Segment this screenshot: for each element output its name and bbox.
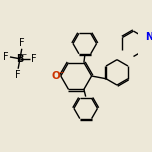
- Text: −: −: [59, 70, 65, 76]
- Text: F: F: [19, 38, 25, 48]
- Text: B: B: [16, 54, 24, 64]
- Text: O: O: [51, 71, 60, 81]
- Text: −: −: [21, 52, 26, 57]
- Text: F: F: [3, 52, 9, 62]
- Text: F: F: [31, 54, 36, 64]
- Text: N: N: [145, 33, 152, 42]
- Text: F: F: [15, 70, 21, 80]
